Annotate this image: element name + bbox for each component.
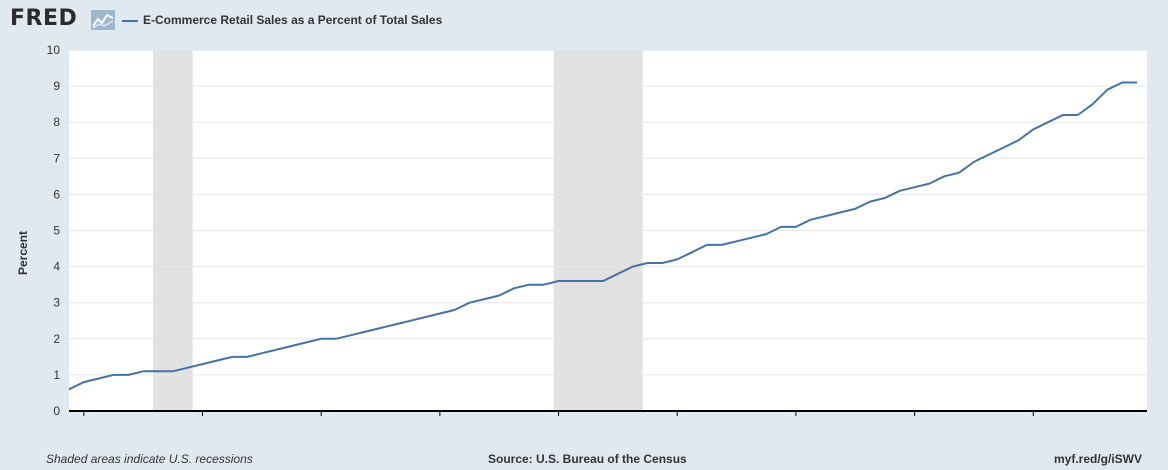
data-point[interactable] [437,311,442,316]
data-point[interactable] [526,282,531,287]
data-point[interactable] [1046,120,1051,125]
data-point[interactable] [170,369,175,374]
data-point[interactable] [378,325,383,330]
data-point[interactable] [423,315,428,320]
data-point[interactable] [1001,145,1006,150]
data-point[interactable] [1105,87,1110,92]
line-chart: 0123456789102000200220042006200820102012… [16,43,1147,418]
chart-header: FRED E-Commerce Retail Sales as a Percen… [10,6,1160,34]
source-credit: Source: U.S. Bureau of the Census [488,452,687,466]
legend-swatch [122,20,138,22]
data-point[interactable] [630,264,635,269]
y-tick-label: 8 [53,115,60,129]
data-point[interactable] [912,185,917,190]
data-point[interactable] [675,257,680,262]
data-point[interactable] [882,196,887,201]
data-point[interactable] [808,217,813,222]
line-chart-icon [91,10,115,30]
data-point[interactable] [823,214,828,219]
data-point[interactable] [1090,102,1095,107]
y-tick-label: 6 [53,187,60,201]
data-point[interactable] [1075,112,1080,117]
y-tick-label: 5 [53,224,60,238]
y-tick-label: 1 [53,368,60,382]
data-point[interactable] [363,329,368,334]
data-point[interactable] [541,282,546,287]
data-point[interactable] [259,351,264,356]
recession-note: Shaded areas indicate U.S. recessions [46,452,253,466]
data-point[interactable] [230,354,235,359]
data-point[interactable] [749,235,754,240]
data-point[interactable] [986,152,991,157]
data-point[interactable] [704,242,709,247]
data-point[interactable] [141,369,146,374]
data-point[interactable] [334,336,339,341]
data-point[interactable] [690,250,695,255]
data-point[interactable] [482,297,487,302]
data-point[interactable] [868,199,873,204]
data-point[interactable] [319,336,324,341]
data-point[interactable] [408,318,413,323]
y-tick-label: 2 [53,332,60,346]
data-point[interactable] [571,279,576,284]
data-point[interactable] [927,181,932,186]
data-point[interactable] [1120,80,1125,85]
y-tick-label: 0 [53,404,60,418]
data-point[interactable] [467,300,472,305]
data-point[interactable] [304,340,309,345]
y-axis-title: Percent [16,231,30,275]
data-point[interactable] [96,376,101,381]
plot-area: 0123456789102000200220042006200820102012… [47,43,1147,418]
legend-series-label[interactable]: E-Commerce Retail Sales as a Percent of … [143,13,443,27]
data-point[interactable] [245,354,250,359]
data-point[interactable] [779,224,784,229]
data-point[interactable] [497,293,502,298]
data-point[interactable] [215,358,220,363]
data-point[interactable] [126,372,131,377]
data-point[interactable] [111,372,116,377]
data-point[interactable] [764,232,769,237]
data-point[interactable] [274,347,279,352]
fred-logo[interactable]: FRED [10,6,78,31]
data-point[interactable] [734,239,739,244]
data-point[interactable] [897,188,902,193]
data-point[interactable] [289,344,294,349]
data-point[interactable] [200,362,205,367]
data-point[interactable] [838,210,843,215]
data-point[interactable] [586,279,591,284]
series-line[interactable] [68,81,1138,391]
data-point[interactable] [556,279,561,284]
y-tick-label: 7 [53,151,60,165]
data-point[interactable] [853,206,858,211]
y-tick-label: 9 [53,79,60,93]
data-point[interactable] [942,174,947,179]
data-point[interactable] [793,224,798,229]
data-point[interactable] [971,159,976,164]
y-tick-label: 4 [53,260,60,274]
data-point[interactable] [660,260,665,265]
data-point[interactable] [348,333,353,338]
data-point[interactable] [512,286,517,291]
data-point[interactable] [185,365,190,370]
data-point[interactable] [156,369,161,374]
data-point[interactable] [957,170,962,175]
data-point[interactable] [67,387,72,392]
data-point[interactable] [1016,138,1021,143]
short-url-link[interactable]: myf.red/g/iSWV [1053,452,1142,466]
data-point[interactable] [393,322,398,327]
data-point[interactable] [452,307,457,312]
data-point[interactable] [1031,127,1036,132]
data-point[interactable] [615,271,620,276]
y-tick-label: 10 [47,43,61,57]
data-point[interactable] [1135,80,1140,85]
data-point[interactable] [719,242,724,247]
y-tick-label: 3 [53,296,60,310]
data-point[interactable] [601,279,606,284]
data-point[interactable] [645,260,650,265]
data-point[interactable] [1060,112,1065,117]
data-point[interactable] [81,380,86,385]
